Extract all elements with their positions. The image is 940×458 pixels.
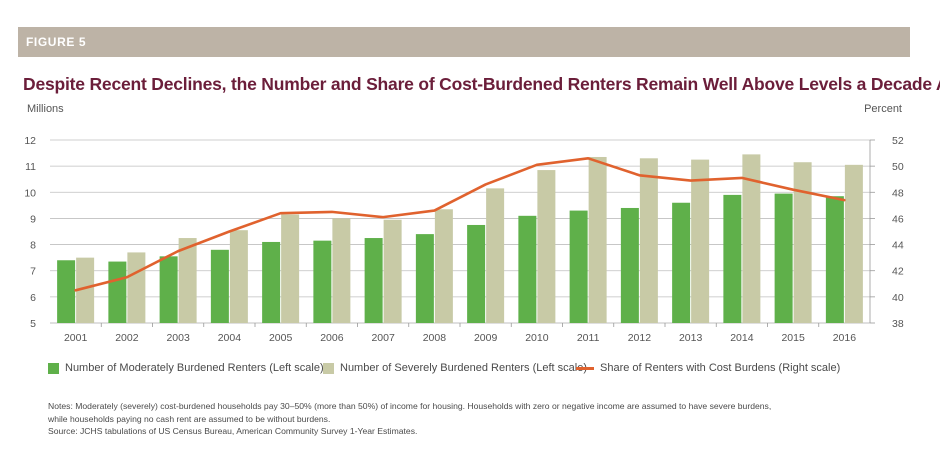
bar-severe: [537, 170, 556, 323]
bar-severe: [76, 257, 95, 323]
bar-severe: [434, 209, 453, 323]
x-tick-label: 2007: [371, 332, 395, 344]
left-tick-label: 9: [30, 213, 36, 225]
right-tick-label: 38: [892, 318, 904, 330]
legend-item-severe: Number of Severely Burdened Renters (Lef…: [323, 362, 587, 374]
left-tick-label: 6: [30, 292, 36, 304]
bar-severe: [588, 156, 607, 323]
legend-label-share: Share of Renters with Cost Burdens (Righ…: [600, 362, 841, 374]
legend-item-share: Share of Renters with Cost Burdens (Righ…: [576, 362, 840, 374]
notes-source: Source: JCHS tabulations of US Census Bu…: [48, 426, 418, 436]
notes-line-2: while households paying no cash rent are…: [48, 413, 331, 424]
bar-severe: [742, 154, 761, 323]
bar-moderate: [262, 241, 281, 323]
bar-moderate: [415, 234, 434, 323]
bar-moderate: [57, 260, 76, 323]
bar-moderate: [159, 256, 178, 323]
right-tick-label: 48: [892, 187, 904, 199]
x-tick-label: 2012: [628, 332, 652, 344]
bar-severe: [691, 159, 710, 323]
right-axis-label: Percent: [864, 103, 902, 115]
chart-title: Despite Recent Declines, the Number and …: [23, 74, 940, 94]
x-tick-label: 2001: [64, 332, 88, 344]
x-tick-label: 2009: [474, 332, 498, 344]
bar-moderate: [620, 207, 639, 323]
left-tick-label: 8: [30, 240, 36, 252]
left-tick-label: 10: [24, 187, 36, 199]
x-tick-label: 2008: [423, 332, 447, 344]
bar-moderate: [774, 193, 793, 323]
bar-moderate: [672, 202, 691, 323]
x-tick-label: 2016: [833, 332, 857, 344]
left-tick-label: 11: [25, 161, 36, 173]
legend-swatch-moderate: [48, 362, 59, 374]
bar-moderate: [210, 249, 229, 323]
legend-label-moderate: Number of Moderately Burdened Renters (L…: [65, 362, 324, 374]
bar-moderate: [825, 196, 844, 323]
notes-line-1: Notes: Moderately (severely) cost-burden…: [48, 401, 772, 411]
bar-moderate: [108, 261, 127, 323]
x-tick-label: 2014: [730, 332, 754, 344]
legend: Number of Moderately Burdened Renters (L…: [48, 362, 908, 380]
right-tick-label: 46: [892, 213, 904, 225]
bar-moderate: [313, 240, 332, 323]
bar-severe: [486, 188, 505, 323]
share-line: [74, 157, 846, 292]
bar-severe: [383, 219, 402, 323]
x-tick-label: 2011: [577, 332, 600, 344]
left-tick-label: 7: [30, 266, 36, 278]
bar-severe: [793, 162, 812, 323]
bar-severe: [281, 214, 300, 323]
bar-moderate: [723, 194, 742, 323]
notes: Notes: Moderately (severely) cost-burden…: [48, 400, 908, 438]
legend-swatch-share: [576, 366, 594, 370]
figure-label: FIGURE 5: [26, 35, 87, 49]
x-tick-label: 2003: [166, 332, 190, 344]
bar-severe: [332, 218, 351, 323]
bar-moderate: [467, 224, 486, 323]
legend-item-moderate: Number of Moderately Burdened Renters (L…: [48, 362, 324, 374]
left-tick-label: 5: [30, 318, 36, 330]
bar-severe: [639, 158, 658, 323]
bar-moderate: [364, 238, 383, 323]
bar-moderate: [569, 210, 588, 323]
bar-severe: [229, 230, 248, 323]
x-tick-label: 2015: [781, 332, 805, 344]
x-tick-label: 2004: [218, 332, 242, 344]
x-tick-label: 2002: [115, 332, 139, 344]
right-tick-label: 42: [892, 266, 904, 278]
bar-severe: [844, 164, 863, 323]
right-tick-label: 52: [892, 135, 904, 147]
legend-swatch-severe: [323, 362, 334, 374]
left-axis-label: Millions: [27, 103, 64, 115]
bar-severe: [178, 238, 197, 323]
right-tick-label: 40: [892, 292, 904, 304]
right-tick-label: 50: [892, 161, 904, 173]
right-tick-label: 44: [892, 240, 904, 252]
left-tick-label: 12: [24, 135, 36, 147]
x-tick-label: 2010: [525, 332, 549, 344]
x-tick-label: 2005: [269, 332, 293, 344]
figure-header-band: FIGURE 5: [18, 27, 910, 57]
bar-moderate: [518, 215, 537, 323]
bar-severe: [127, 252, 146, 323]
x-tick-label: 2006: [320, 332, 344, 344]
x-tick-label: 2013: [679, 332, 703, 344]
legend-label-severe: Number of Severely Burdened Renters (Lef…: [340, 362, 588, 374]
